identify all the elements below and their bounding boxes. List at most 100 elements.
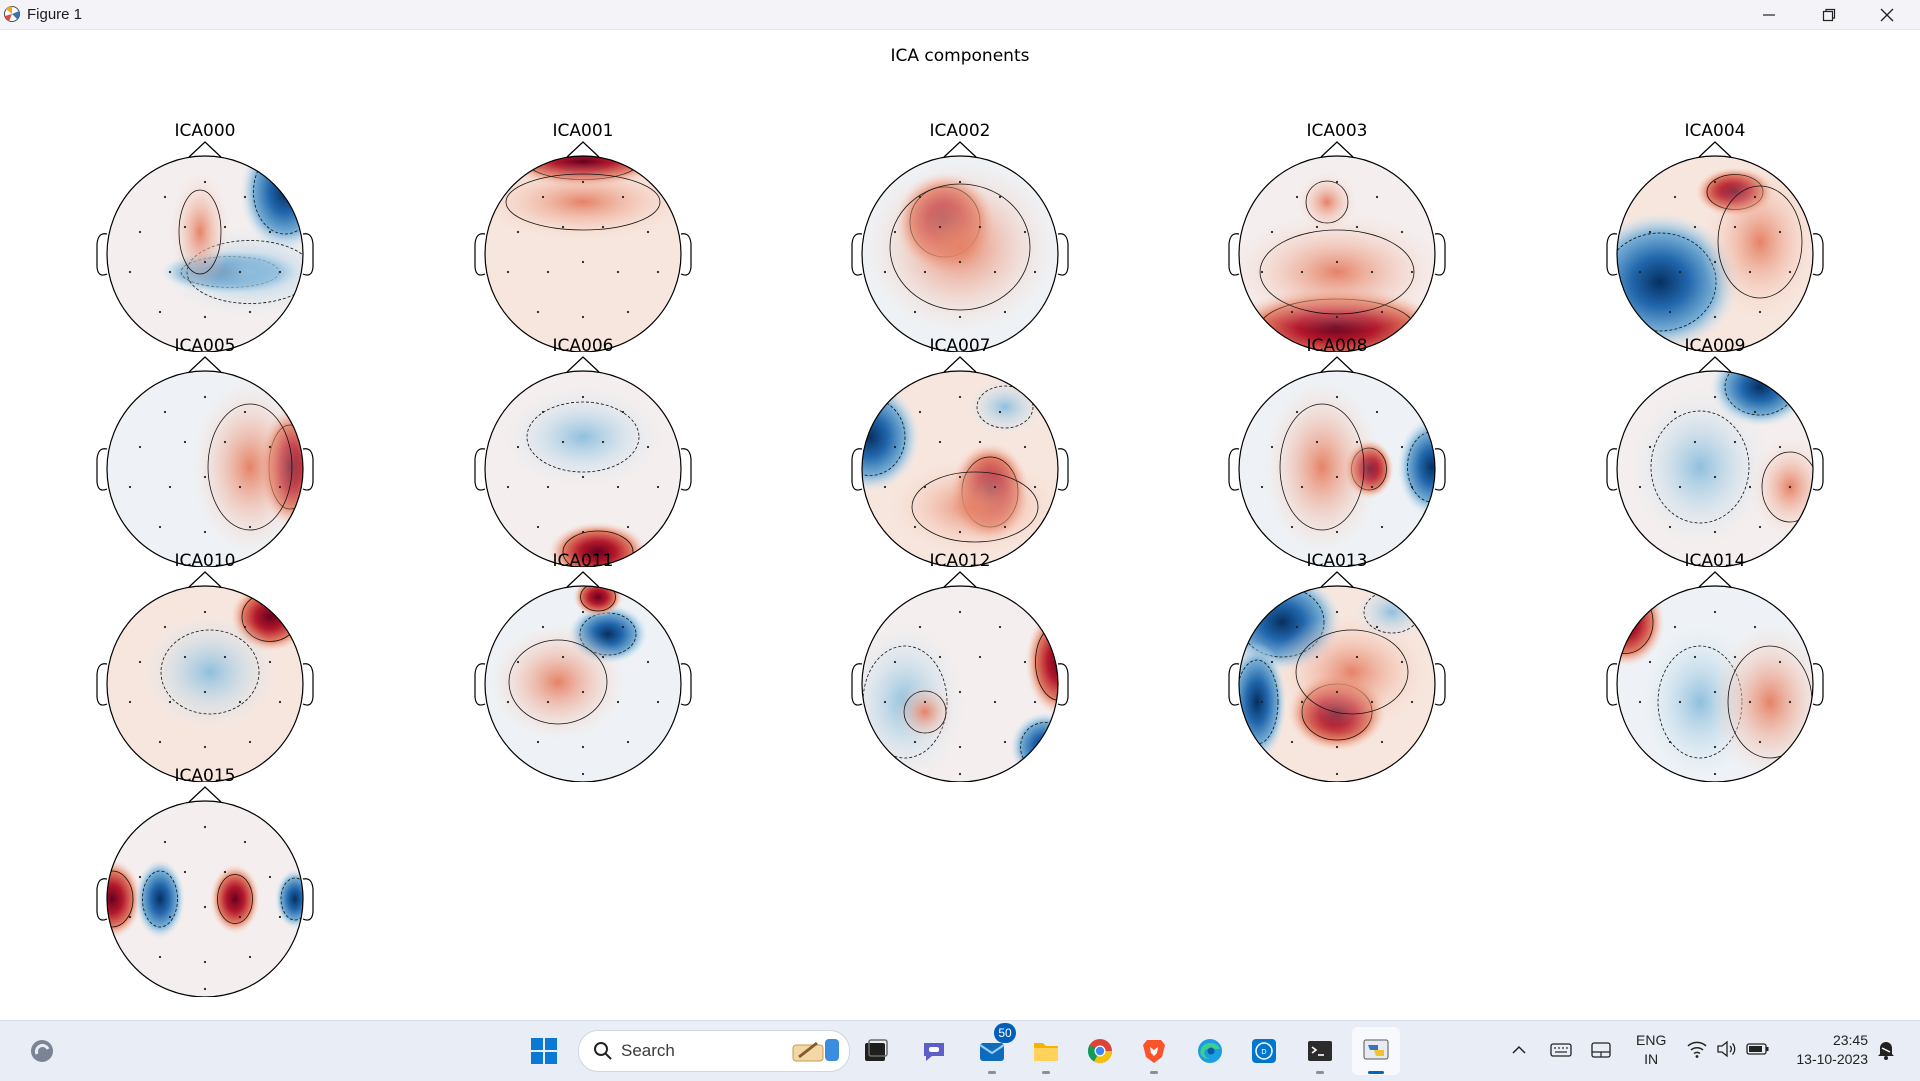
sensor-dot	[1355, 225, 1359, 229]
terminal-button[interactable]	[1296, 1027, 1344, 1075]
sensor-dot	[581, 342, 585, 346]
sensor-dot	[1033, 270, 1037, 274]
sensor-dot	[238, 915, 242, 919]
head-outline	[474, 571, 692, 782]
python-button[interactable]	[1352, 1027, 1400, 1075]
touchpad-button[interactable]	[1590, 1041, 1612, 1063]
sensor-dot	[1758, 525, 1762, 529]
negative-region	[1630, 387, 1770, 547]
sensor-dot	[1713, 180, 1717, 184]
search-input[interactable]: Search	[578, 1030, 850, 1072]
battery-button[interactable]	[1746, 1039, 1770, 1063]
sensor-dot	[1748, 700, 1752, 704]
sensor-dot	[938, 440, 942, 444]
sensor-dot	[893, 230, 897, 234]
file-explorer-button[interactable]	[1022, 1027, 1070, 1075]
task-view-icon	[865, 1039, 888, 1061]
component-label: ICA010	[174, 551, 236, 571]
positive-region	[1262, 377, 1382, 557]
task-view-button[interactable]	[852, 1027, 900, 1075]
restore-button[interactable]	[1800, 0, 1858, 29]
keyboard-button[interactable]	[1550, 1041, 1572, 1063]
sensor-dot	[268, 230, 272, 234]
edge-icon	[1198, 1039, 1222, 1063]
window-title: Figure 1	[27, 6, 83, 23]
component-label: ICA004	[1684, 121, 1746, 141]
sensor-dot	[993, 270, 997, 274]
right-ear	[302, 448, 314, 491]
sensor-dot	[203, 960, 207, 964]
outlook-button[interactable]: 50	[968, 1023, 1016, 1075]
sensor-dot	[1270, 445, 1274, 449]
language-indicator[interactable]: ENG IN	[1636, 1031, 1666, 1069]
clock[interactable]: 23:45 13-10-2023	[1776, 1031, 1868, 1069]
sensor-dot	[656, 700, 660, 704]
close-button[interactable]	[1858, 0, 1916, 29]
sensor-dot	[243, 625, 247, 629]
sensor-dot	[268, 660, 272, 664]
network-button[interactable]	[1686, 1039, 1708, 1063]
sensor-dot	[1003, 525, 1007, 529]
sensor-dot	[1668, 525, 1672, 529]
figure-canvas[interactable]: ICA components ICA000 ICA001 ICA002 ICA003 I…	[0, 30, 1920, 1020]
sensor-dot	[1753, 625, 1757, 629]
sensor-dot	[1335, 690, 1339, 694]
teams-button[interactable]	[910, 1027, 958, 1075]
sensor-dot	[223, 225, 227, 229]
left-ear	[851, 448, 863, 491]
right-ear	[1812, 233, 1824, 276]
sensor-dot	[203, 530, 207, 534]
touchpad-icon	[1591, 1042, 1611, 1058]
running-indicator	[1368, 1071, 1384, 1074]
left-ear	[1606, 448, 1618, 491]
sensor-dot	[203, 557, 207, 561]
chrome-button[interactable]	[1076, 1027, 1124, 1075]
edge-button[interactable]	[1186, 1027, 1234, 1075]
sensor-dot	[1753, 195, 1757, 199]
weather-widget-icon	[31, 1040, 53, 1062]
sensor-dot	[203, 905, 207, 909]
brave-icon	[1143, 1040, 1165, 1063]
component-label: ICA007	[929, 336, 991, 356]
start-button[interactable]	[520, 1027, 568, 1075]
sensor-dot	[128, 485, 132, 489]
sensor-dot	[621, 625, 625, 629]
left-ear	[474, 233, 486, 276]
brave-button[interactable]	[1130, 1027, 1178, 1075]
sensor-dot	[993, 700, 997, 704]
component-label: ICA003	[1306, 121, 1368, 141]
left-ear	[96, 448, 108, 491]
sensor-dot	[621, 410, 625, 414]
left-ear	[474, 663, 486, 706]
sensor-dot	[581, 475, 585, 479]
clock-time: 23:45	[1832, 1032, 1868, 1048]
minimize-button[interactable]	[1740, 0, 1798, 29]
head-outline	[96, 571, 314, 782]
volume-button[interactable]	[1716, 1039, 1738, 1063]
sensor-dot	[203, 180, 207, 184]
show-hidden-icons-button[interactable]	[1510, 1041, 1528, 1063]
topomap-ica010: ICA010	[90, 551, 320, 782]
running-indicator	[988, 1071, 996, 1074]
notifications-button[interactable]	[1876, 1039, 1896, 1065]
sensor-dot	[601, 225, 605, 229]
sensor-dot	[248, 310, 252, 314]
sensor-dot	[546, 700, 550, 704]
widgets-button[interactable]	[18, 1027, 66, 1075]
sensor-dot	[923, 700, 927, 704]
right-ear	[302, 878, 314, 921]
sensor-dot	[958, 610, 962, 614]
sensor-dot	[1295, 625, 1299, 629]
topomap-ica005: ICA005	[90, 336, 320, 567]
topomap-ica004: ICA004	[1600, 121, 1830, 352]
chevron-up-icon	[1512, 1045, 1526, 1054]
dell-button[interactable]: D	[1240, 1027, 1288, 1075]
sensor-dot	[168, 485, 172, 489]
window-titlebar[interactable]: Figure 1	[0, 0, 1920, 30]
sensor-dot	[1788, 485, 1792, 489]
sensor-dot	[1023, 660, 1027, 664]
sensor-dot	[998, 410, 1002, 414]
sensor-dot	[243, 195, 247, 199]
sensor-dot	[958, 772, 962, 776]
sensor-dot	[248, 740, 252, 744]
